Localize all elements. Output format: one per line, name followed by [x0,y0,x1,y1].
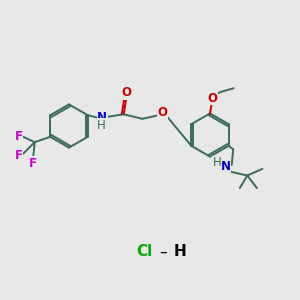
Text: –: – [160,244,167,260]
Text: H: H [97,119,106,132]
Text: F: F [15,130,23,143]
Text: F: F [29,157,37,170]
Text: N: N [97,111,107,124]
Text: O: O [158,106,167,119]
Text: F: F [15,148,23,162]
Text: O: O [122,86,132,99]
Text: H: H [174,244,186,260]
Text: H: H [213,156,222,169]
Text: Cl: Cl [136,244,152,260]
Text: N: N [221,160,231,173]
Text: O: O [207,92,217,105]
